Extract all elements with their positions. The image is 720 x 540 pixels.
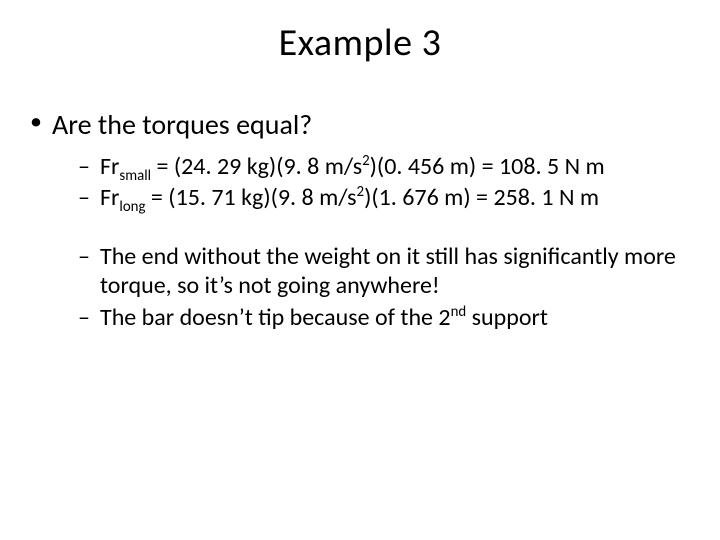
fr-small-eq-part-a: = (24. 29 kg)(9. 8 m/s xyxy=(151,152,362,181)
conclusion-2-part-a: The bar doesn’t tip because of the 2 xyxy=(100,303,451,332)
bullet-conclusion-1: The end without the weight on it still h… xyxy=(24,242,696,301)
bullet-conclusion-2: The bar doesn’t tip because of the 2nd s… xyxy=(24,303,696,332)
fr-long-subscript: long xyxy=(119,197,145,215)
fr-small-eq-part-b: )(0. 456 m) = 108. 5 N m xyxy=(370,152,605,181)
fr-long-superscript: 2 xyxy=(357,182,365,200)
bullet-fr-small: Frsmall = (24. 29 kg)(9. 8 m/s2)(0. 456 … xyxy=(24,152,696,181)
fr-small-superscript: 2 xyxy=(362,151,370,169)
conclusion-2-superscript: nd xyxy=(451,302,467,320)
fr-small-subscript: small xyxy=(119,165,151,183)
content-area: Are the torques equal? Frsmall = (24. 29… xyxy=(0,108,720,332)
spacer xyxy=(24,214,696,242)
bullet-fr-long: Frlong = (15. 71 kg)(9. 8 m/s2)(1. 676 m… xyxy=(24,183,696,212)
fr-long-eq-part-b: )(1. 676 m) = 258. 1 N m xyxy=(364,183,599,212)
conclusion-2-part-b: support xyxy=(466,303,548,332)
slide: Example 3 Are the torques equal? Frsmall… xyxy=(0,0,720,540)
page-title: Example 3 xyxy=(0,20,720,66)
bullet-question: Are the torques equal? xyxy=(24,108,696,142)
fr-small-label: Fr xyxy=(100,152,119,181)
fr-long-eq-part-a: = (15. 71 kg)(9. 8 m/s xyxy=(145,183,356,212)
fr-long-label: Fr xyxy=(100,183,119,212)
